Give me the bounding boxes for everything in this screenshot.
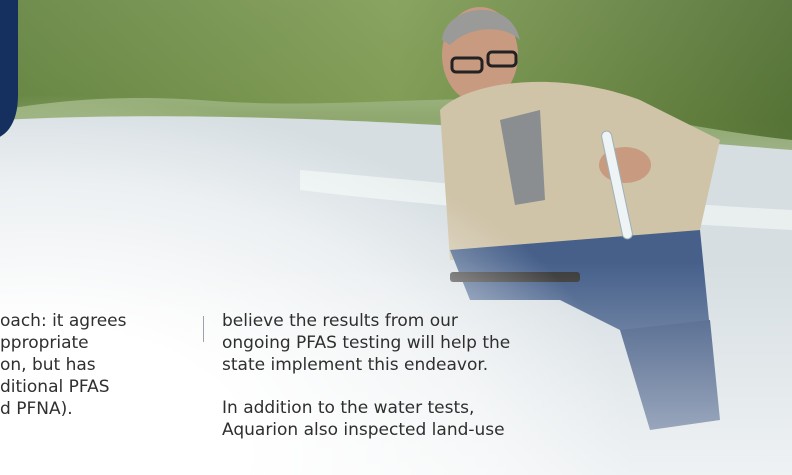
text-line: d PFNA). (0, 398, 126, 420)
text-line: state implement this endeavor. (222, 354, 510, 376)
page: {"left_column": {"lines": ["oach: it agr… (0, 0, 792, 475)
text-line: In addition to the water tests, (222, 397, 510, 419)
text-line: on, but has (0, 354, 126, 376)
text-line: ppropriate (0, 332, 126, 354)
text-line: ongoing PFAS testing will help the (222, 332, 510, 354)
text-line: believe the results from our (222, 310, 510, 332)
text-line: oach: it agrees (0, 310, 126, 332)
paragraph: In addition to the water tests,Aquarion … (222, 397, 510, 441)
text-line: ditional PFAS (0, 376, 126, 398)
text-line: Aquarion also inspected land-use (222, 419, 510, 441)
column-divider (203, 316, 204, 342)
